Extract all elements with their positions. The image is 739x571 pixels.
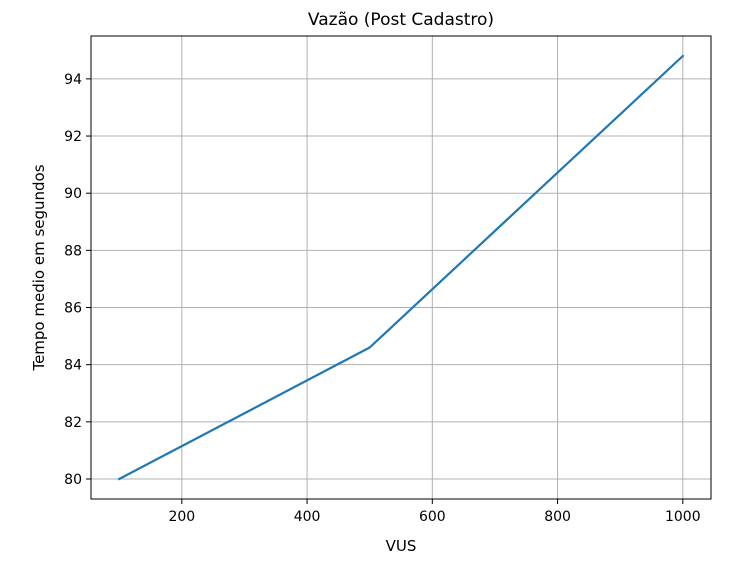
y-tick-label: 86 <box>64 301 82 317</box>
x-tick-label: 1000 <box>665 509 701 525</box>
chart-title: Vazão (Post Cadastro) <box>308 10 494 30</box>
x-tick-label: 800 <box>544 509 571 525</box>
y-tick-label: 84 <box>64 358 82 374</box>
ticks: 200 400 600 800 1000 80 82 84 86 88 90 92 94 <box>64 72 700 525</box>
grid <box>91 36 711 499</box>
y-axis-label: Tempo medio em segundos <box>30 164 48 371</box>
y-tick-label: 82 <box>64 415 82 431</box>
x-tick-label: 600 <box>419 509 446 525</box>
plot-frame <box>90 35 712 500</box>
x-tick-label: 200 <box>168 509 195 525</box>
series-line <box>117 54 685 481</box>
series-layer <box>117 54 685 481</box>
x-tick-label: 400 <box>294 509 321 525</box>
y-tick-label: 92 <box>64 129 82 145</box>
x-axis-label: VUS <box>386 537 417 555</box>
y-tick-label: 94 <box>64 72 82 88</box>
y-tick-label: 80 <box>64 472 82 488</box>
y-tick-label: 90 <box>64 186 82 202</box>
y-tick-label: 88 <box>64 243 82 259</box>
